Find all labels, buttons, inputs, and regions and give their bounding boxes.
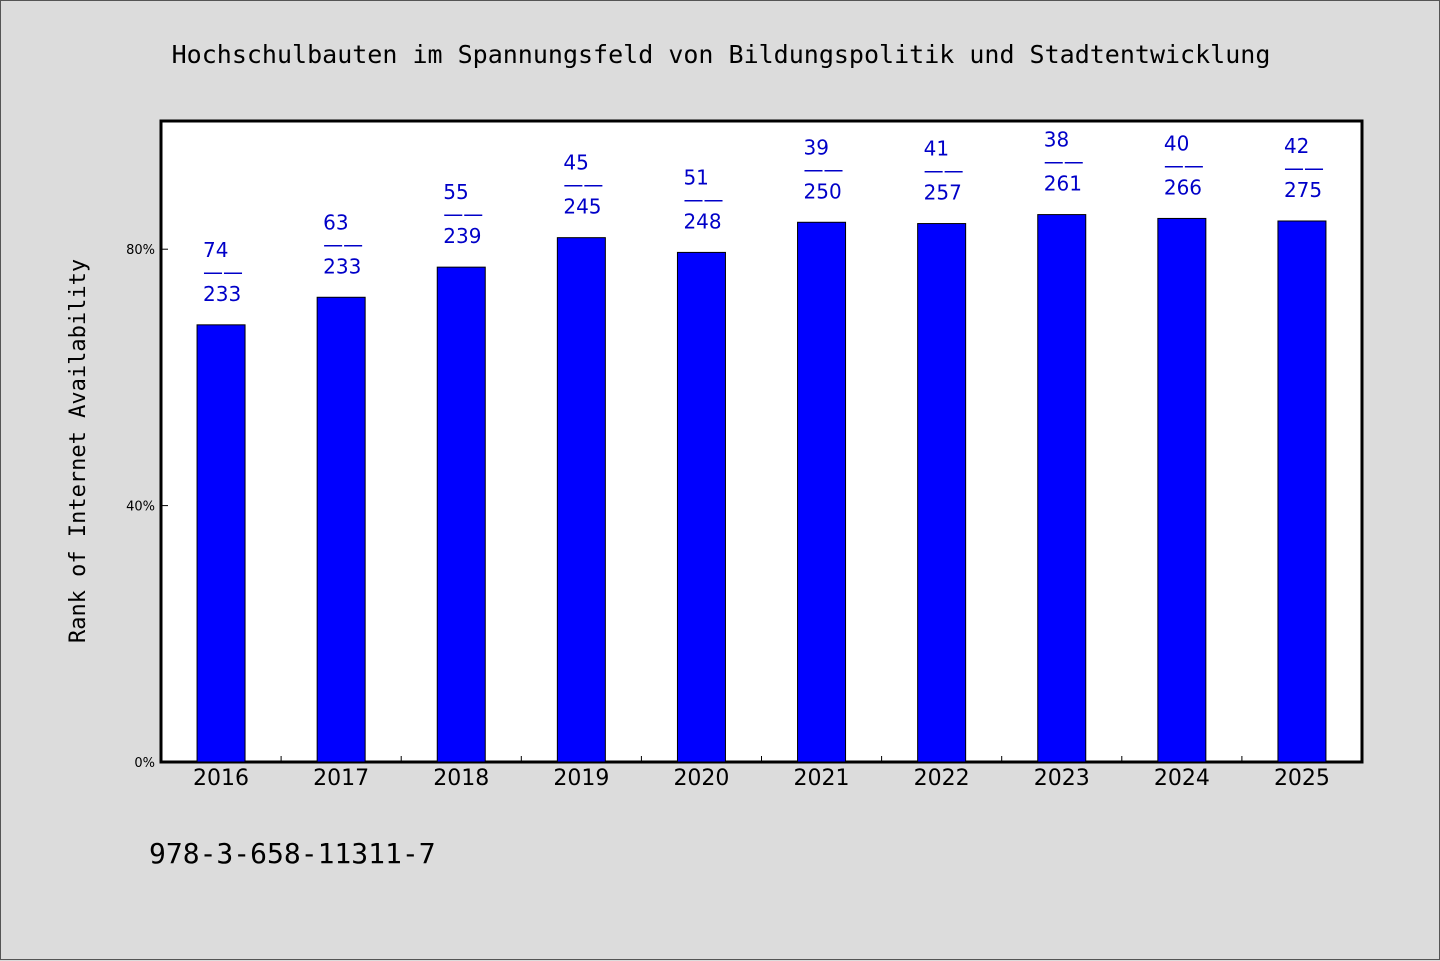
bar-2023 — [1037, 214, 1087, 763]
data-label-rank-2017: 63 — [323, 210, 348, 234]
data-label-total-2017: 233 — [323, 254, 361, 278]
y-tick-label-0: 0% — [134, 756, 155, 771]
data-label-total-2023: 261 — [1044, 172, 1082, 196]
x-tick-label-2024: 2024 — [1154, 766, 1210, 791]
y-tick-label-40: 40% — [126, 500, 155, 515]
chart-title: Hochschulbauten im Spannungsfeld von Bil… — [172, 40, 1271, 69]
data-label-rank-2022: 41 — [924, 137, 949, 161]
data-label-rank-2024: 40 — [1164, 131, 1189, 155]
bar-2025 — [1277, 220, 1327, 763]
data-label-rank-2020: 51 — [683, 165, 708, 189]
data-label-total-2016: 233 — [203, 282, 241, 306]
data-label-rank-2021: 39 — [804, 135, 829, 159]
data-labels-layer: 74——23363——23355——23945——24551——24839——2… — [203, 128, 1324, 306]
data-label-separator-2022: —— — [924, 159, 964, 183]
x-tick-label-2020: 2020 — [673, 766, 729, 791]
data-label-rank-2016: 74 — [203, 238, 228, 262]
data-label-separator-2021: —— — [804, 157, 844, 181]
data-label-separator-2023: —— — [1044, 150, 1084, 174]
y-axis: 0% 40% 80% — [126, 243, 168, 771]
data-label-rank-2018: 55 — [443, 180, 468, 204]
x-tick-label-2021: 2021 — [794, 766, 850, 791]
data-label-separator-2016: —— — [203, 260, 243, 284]
bar-2018 — [436, 266, 486, 763]
data-label-total-2021: 250 — [804, 179, 842, 203]
data-label-total-2024: 266 — [1164, 175, 1202, 199]
data-label-total-2020: 248 — [683, 209, 721, 233]
x-tick-label-2017: 2017 — [313, 766, 369, 791]
data-label-rank-2019: 45 — [563, 151, 588, 175]
data-label-total-2025: 275 — [1284, 178, 1322, 202]
y-tick-label-80: 80% — [126, 243, 155, 258]
bar-2016 — [196, 324, 246, 763]
bar-2021 — [797, 221, 847, 763]
x-tick-label-2023: 2023 — [1034, 766, 1090, 791]
data-label-separator-2017: —— — [323, 232, 363, 256]
data-label-separator-2018: —— — [443, 202, 483, 226]
bars-layer — [196, 214, 1327, 763]
x-tick-label-2018: 2018 — [433, 766, 489, 791]
x-tick-label-2016: 2016 — [193, 766, 249, 791]
y-axis-label: Rank of Internet Availability — [66, 259, 91, 643]
bar-2019 — [556, 237, 606, 763]
data-label-separator-2025: —— — [1284, 156, 1324, 180]
bar-2024 — [1157, 217, 1207, 763]
x-tick-label-2025: 2025 — [1274, 766, 1330, 791]
bar-2020 — [676, 251, 726, 763]
data-label-separator-2020: —— — [683, 187, 723, 211]
bar-2022 — [917, 223, 967, 763]
data-label-separator-2024: —— — [1164, 153, 1204, 177]
data-label-total-2019: 245 — [563, 195, 601, 219]
bar-2017 — [316, 296, 366, 763]
isbn-number: 978-3-658-11311-7 — [149, 837, 436, 870]
x-tick-label-2022: 2022 — [914, 766, 970, 791]
data-label-total-2018: 239 — [443, 224, 481, 248]
x-tick-label-2019: 2019 — [553, 766, 609, 791]
x-axis: 2016 2017 2018 2019 2020 2021 2022 2023 2024 2025 — [193, 756, 1330, 791]
data-label-rank-2023: 38 — [1044, 128, 1069, 152]
data-label-separator-2019: —— — [563, 173, 603, 197]
data-label-total-2022: 257 — [924, 181, 962, 205]
data-label-rank-2025: 42 — [1284, 134, 1309, 158]
